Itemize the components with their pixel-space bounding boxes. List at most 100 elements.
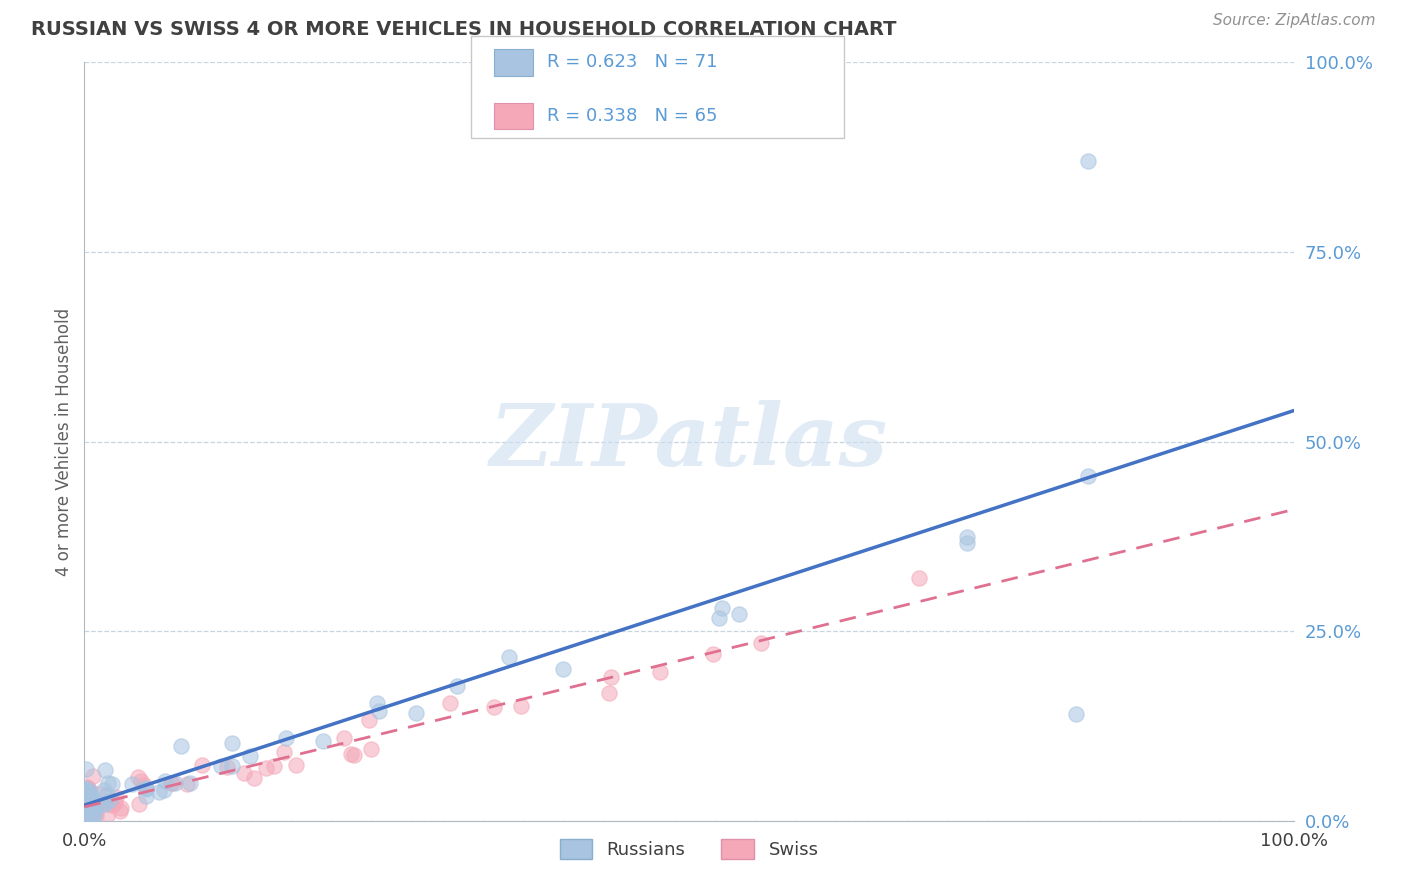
Point xyxy=(76,789,98,803)
Point xyxy=(77,794,100,808)
Point xyxy=(191,758,214,772)
Point xyxy=(702,647,724,661)
Point xyxy=(73,780,96,795)
Point xyxy=(75,762,97,776)
Point xyxy=(80,793,103,807)
Point xyxy=(221,736,243,750)
Point xyxy=(98,793,121,807)
Point xyxy=(221,758,243,772)
Point xyxy=(76,797,98,811)
Point xyxy=(77,793,100,807)
Point xyxy=(179,776,201,790)
Point xyxy=(1064,707,1087,722)
Point xyxy=(75,808,97,822)
Point xyxy=(80,787,103,801)
Point xyxy=(75,801,97,815)
Point xyxy=(273,745,295,759)
Point xyxy=(956,530,979,544)
Y-axis label: 4 or more Vehicles in Household: 4 or more Vehicles in Household xyxy=(55,308,73,575)
Point xyxy=(96,776,118,790)
Point xyxy=(153,782,176,797)
Point xyxy=(82,800,104,814)
Point xyxy=(77,813,100,827)
Point xyxy=(728,607,751,621)
Point xyxy=(215,760,238,774)
Point xyxy=(76,781,98,796)
Point xyxy=(127,770,149,784)
Point xyxy=(907,571,929,585)
Point xyxy=(77,783,100,797)
Point xyxy=(94,763,117,777)
Point xyxy=(360,742,382,756)
Point xyxy=(75,812,97,826)
Point xyxy=(84,808,107,822)
Point xyxy=(405,706,427,720)
Point xyxy=(75,789,97,803)
Point xyxy=(232,766,254,780)
Point xyxy=(73,801,96,815)
Point xyxy=(76,789,98,803)
Point xyxy=(75,785,97,799)
Point xyxy=(135,781,157,796)
Point xyxy=(311,734,333,748)
Point xyxy=(108,804,131,818)
Point xyxy=(80,809,103,823)
Point xyxy=(148,785,170,799)
Point xyxy=(103,796,125,810)
Point xyxy=(79,789,101,803)
Point xyxy=(75,805,97,819)
Point xyxy=(359,713,381,727)
Point xyxy=(482,700,505,714)
Point xyxy=(80,810,103,824)
Point xyxy=(77,784,100,798)
Point xyxy=(80,796,103,810)
Point xyxy=(76,781,98,796)
Point xyxy=(709,611,731,625)
Point xyxy=(509,698,531,713)
Point xyxy=(73,789,96,804)
Point xyxy=(94,797,117,811)
Point xyxy=(243,771,266,785)
Text: RUSSIAN VS SWISS 4 OR MORE VEHICLES IN HOUSEHOLD CORRELATION CHART: RUSSIAN VS SWISS 4 OR MORE VEHICLES IN H… xyxy=(31,20,897,38)
Point xyxy=(648,665,671,679)
Point xyxy=(367,704,389,718)
Point xyxy=(209,758,232,772)
Point xyxy=(105,789,128,804)
Point xyxy=(598,686,620,700)
Point xyxy=(956,535,979,549)
Point xyxy=(79,809,101,823)
Point xyxy=(76,791,98,805)
Point xyxy=(84,804,107,818)
Point xyxy=(710,601,733,615)
Point xyxy=(83,808,105,822)
Text: ZIPatlas: ZIPatlas xyxy=(489,400,889,483)
Point xyxy=(84,801,107,815)
Point xyxy=(128,797,150,812)
Point xyxy=(93,783,115,797)
Point xyxy=(239,749,262,764)
Point xyxy=(129,773,152,788)
Point xyxy=(551,662,574,676)
Point xyxy=(83,808,105,822)
Point xyxy=(76,789,98,804)
Text: R = 0.338   N = 65: R = 0.338 N = 65 xyxy=(547,107,717,125)
Point xyxy=(135,789,157,804)
Point xyxy=(101,797,124,812)
Point xyxy=(97,797,120,812)
Point xyxy=(75,807,97,822)
Point xyxy=(76,795,98,809)
Point xyxy=(333,731,356,746)
Point xyxy=(75,809,97,823)
Point xyxy=(340,747,363,761)
Point xyxy=(77,808,100,822)
Point xyxy=(170,739,193,754)
Point xyxy=(75,794,97,808)
Point xyxy=(80,801,103,815)
Point xyxy=(134,779,156,793)
Point xyxy=(160,776,183,790)
Point xyxy=(83,799,105,814)
Point xyxy=(76,805,98,820)
Point xyxy=(76,800,98,814)
Point xyxy=(162,776,184,790)
Point xyxy=(96,789,118,803)
